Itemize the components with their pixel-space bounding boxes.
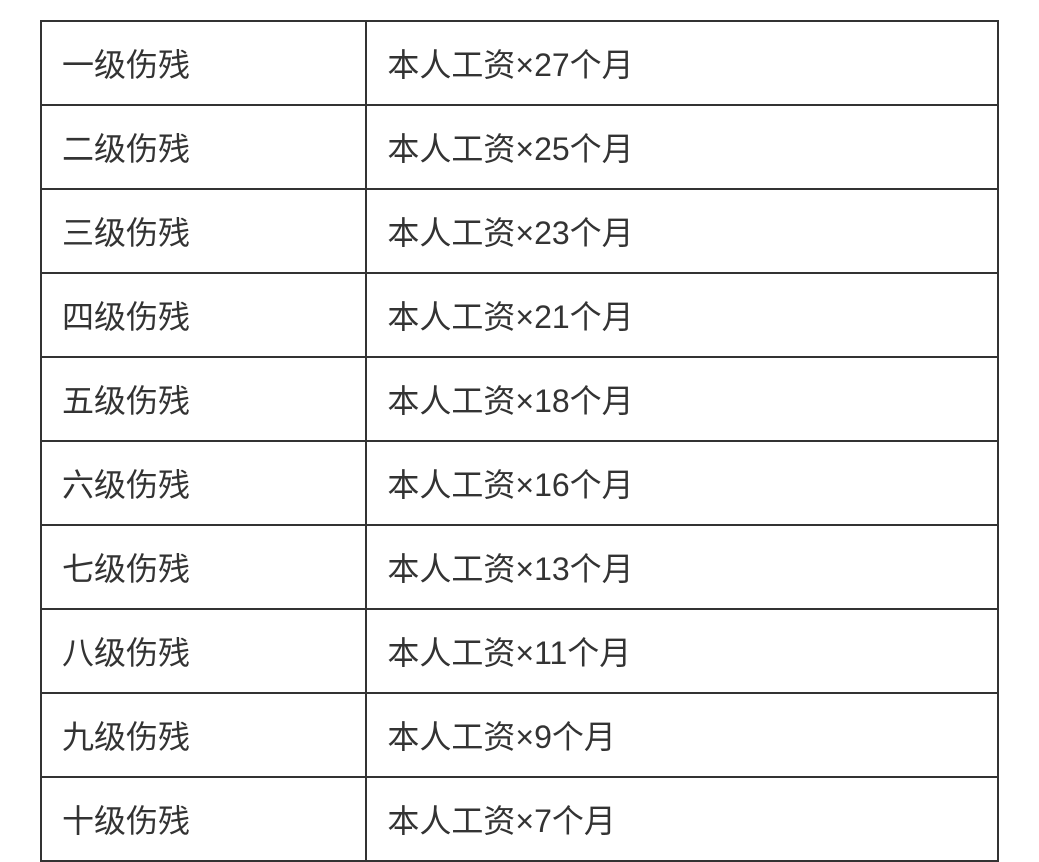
table-row: 一级伤残 本人工资×27个月 [41, 21, 998, 105]
disability-compensation-table: 一级伤残 本人工资×27个月 二级伤残 本人工资×25个月 三级伤残 本人工资×… [40, 20, 999, 862]
cell-level: 二级伤残 [41, 105, 366, 189]
cell-level: 五级伤残 [41, 357, 366, 441]
table-row: 三级伤残 本人工资×23个月 [41, 189, 998, 273]
cell-compensation: 本人工资×18个月 [366, 357, 998, 441]
cell-compensation: 本人工资×7个月 [366, 777, 998, 861]
table-row: 七级伤残 本人工资×13个月 [41, 525, 998, 609]
cell-level: 十级伤残 [41, 777, 366, 861]
table-row: 九级伤残 本人工资×9个月 [41, 693, 998, 777]
cell-compensation: 本人工资×25个月 [366, 105, 998, 189]
table-row: 四级伤残 本人工资×21个月 [41, 273, 998, 357]
cell-compensation: 本人工资×27个月 [366, 21, 998, 105]
cell-level: 八级伤残 [41, 609, 366, 693]
cell-level: 四级伤残 [41, 273, 366, 357]
cell-level: 六级伤残 [41, 441, 366, 525]
table-row: 二级伤残 本人工资×25个月 [41, 105, 998, 189]
table-row: 十级伤残 本人工资×7个月 [41, 777, 998, 861]
cell-level: 三级伤残 [41, 189, 366, 273]
cell-compensation: 本人工资×16个月 [366, 441, 998, 525]
cell-compensation: 本人工资×21个月 [366, 273, 998, 357]
cell-compensation: 本人工资×9个月 [366, 693, 998, 777]
table-row: 八级伤残 本人工资×11个月 [41, 609, 998, 693]
table-row: 六级伤残 本人工资×16个月 [41, 441, 998, 525]
cell-level: 七级伤残 [41, 525, 366, 609]
cell-level: 一级伤残 [41, 21, 366, 105]
cell-compensation: 本人工资×11个月 [366, 609, 998, 693]
table-row: 五级伤残 本人工资×18个月 [41, 357, 998, 441]
cell-compensation: 本人工资×13个月 [366, 525, 998, 609]
table: 一级伤残 本人工资×27个月 二级伤残 本人工资×25个月 三级伤残 本人工资×… [40, 20, 999, 862]
cell-compensation: 本人工资×23个月 [366, 189, 998, 273]
cell-level: 九级伤残 [41, 693, 366, 777]
